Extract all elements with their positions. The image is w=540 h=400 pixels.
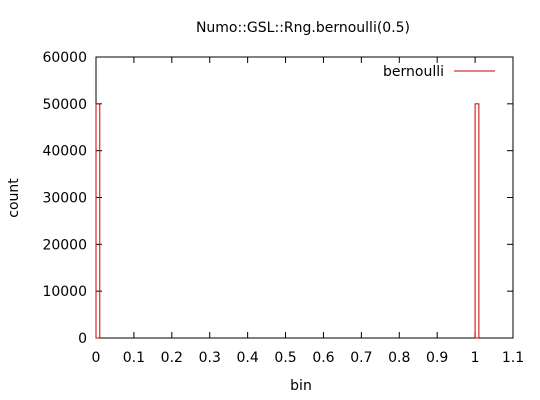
y-axis-label: count bbox=[6, 178, 22, 218]
x-tick-label: 0.2 bbox=[161, 350, 183, 366]
x-tick-label: 0 bbox=[92, 350, 101, 366]
x-axis: 0 0.1 0.2 0.3 0.4 0.5 0.6 0.7 0.8 0.9 1 1.1 bbox=[92, 57, 524, 366]
x-tick-label: 0.8 bbox=[388, 350, 410, 366]
y-tick-label: 10000 bbox=[42, 284, 87, 300]
y-tick-label: 0 bbox=[78, 331, 87, 347]
y-tick-label: 30000 bbox=[42, 191, 87, 207]
y-axis: 0 10000 20000 30000 40000 50000 60000 bbox=[42, 50, 513, 347]
y-tick-label: 40000 bbox=[42, 144, 87, 160]
series-bars bbox=[95, 103, 480, 339]
y-tick-label: 20000 bbox=[42, 237, 87, 253]
x-axis-label: bin bbox=[290, 378, 312, 394]
x-tick-label: 1.1 bbox=[502, 350, 524, 366]
legend-label: bernoulli bbox=[383, 64, 444, 80]
x-tick-label: 0.3 bbox=[199, 350, 221, 366]
plot-frame bbox=[95, 56, 514, 339]
chart-title: Numo::GSL::Rng.bernoulli(0.5) bbox=[196, 20, 410, 36]
x-tick-label: 0.4 bbox=[237, 350, 259, 366]
legend: bernoulli bbox=[383, 64, 495, 80]
x-tick-label: 0.7 bbox=[350, 350, 372, 366]
x-tick-label: 0.1 bbox=[123, 350, 145, 366]
x-tick-label: 0.9 bbox=[426, 350, 448, 366]
histogram-bar bbox=[474, 103, 480, 339]
y-tick-label: 50000 bbox=[42, 97, 87, 113]
histogram-bar bbox=[95, 103, 101, 339]
x-tick-label: 1 bbox=[471, 350, 480, 366]
y-tick-label: 60000 bbox=[42, 50, 87, 66]
x-tick-label: 0.5 bbox=[274, 350, 296, 366]
x-tick-label: 0.6 bbox=[312, 350, 334, 366]
